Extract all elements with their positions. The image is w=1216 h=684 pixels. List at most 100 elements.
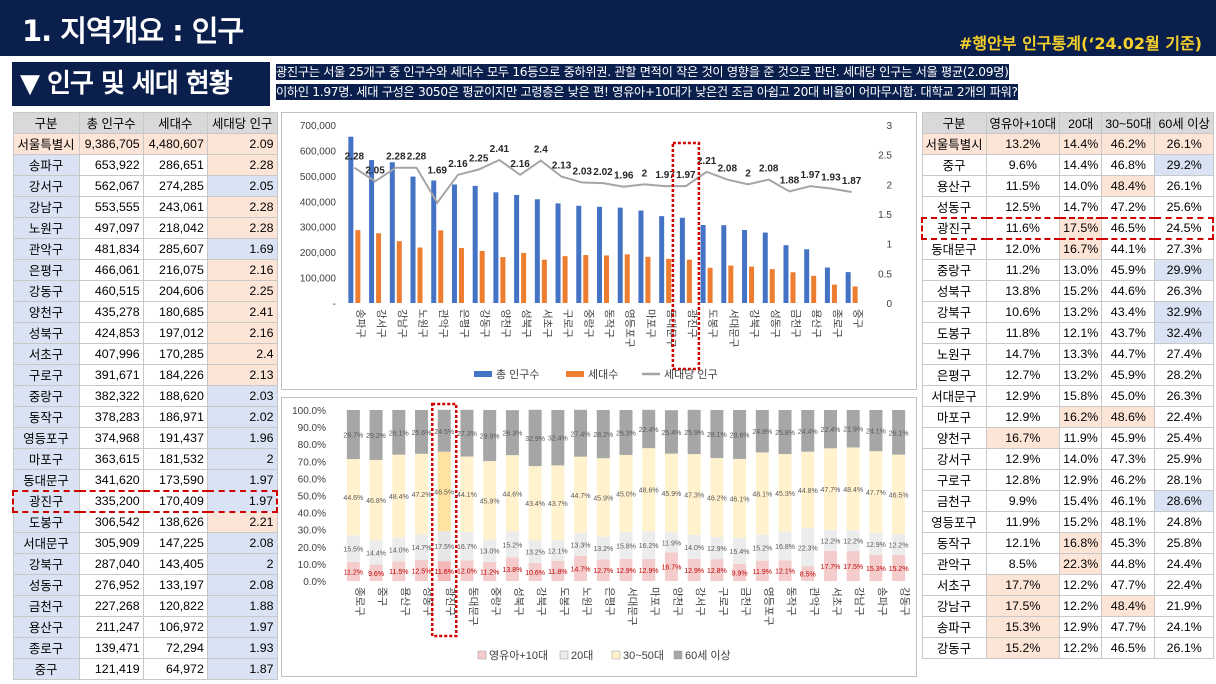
cell-value: 15.2% — [1059, 280, 1103, 302]
population-chart-panel: - 100,000 200,000 300,000 400,000 500,000 600,… — [281, 112, 917, 390]
data-label: 12.9% — [707, 546, 727, 553]
bar-households — [500, 257, 506, 303]
data-label: 11.9% — [753, 569, 772, 576]
data-label: 47.2% — [412, 492, 432, 499]
cell-value: 11.6% — [985, 216, 1061, 240]
district-name: 마포구 — [12, 448, 80, 470]
legend-label: 60세 이상 — [685, 649, 731, 662]
table-row: 노원구 14.7% 13.3% 44.7% 27.4% — [921, 343, 1214, 365]
district-name: 중랑구 — [921, 259, 987, 281]
cell-value: 17.5% — [985, 595, 1061, 617]
population-col-header: 세대당 인구 — [206, 112, 278, 134]
cell-value: 216,075 — [142, 259, 208, 281]
data-label: 12.2% — [889, 543, 909, 550]
data-label: 15.5% — [343, 547, 363, 554]
cell-value: 227,268 — [78, 595, 144, 617]
bar-segment — [642, 409, 656, 449]
table-row: 은평구 466,061 216,075 2.16 — [12, 259, 278, 281]
data-label: 1.88 — [780, 175, 800, 186]
data-label: 12.9% — [616, 568, 636, 575]
bar-segment — [846, 410, 860, 448]
data-label: 1.97 — [655, 170, 675, 181]
bar-population — [514, 194, 520, 303]
bar-segment — [619, 531, 633, 559]
cell-value: 12.9% — [985, 385, 1061, 407]
cell-value: 12.1% — [1059, 322, 1103, 344]
x-tick-label: 광진구 — [686, 309, 698, 338]
data-label: 10.6% — [525, 570, 545, 577]
cell-value: 32.4% — [1154, 322, 1214, 344]
data-label: 48.4% — [843, 487, 863, 494]
cell-value: 15.2% — [1059, 511, 1103, 533]
x-tick-label: 동작구 — [603, 309, 615, 338]
cell-value: 12.8% — [985, 469, 1061, 491]
bar-population — [534, 199, 540, 303]
cell-value: 276,952 — [78, 574, 144, 596]
district-name: 강북구 — [921, 301, 987, 323]
cell-value: 218,042 — [142, 217, 208, 239]
bar-segment — [869, 532, 883, 555]
cell-value: 2.16 — [206, 259, 278, 281]
data-label: 12.9% — [684, 568, 704, 575]
bar-segment — [392, 410, 406, 455]
bar-segment — [892, 534, 906, 556]
table-row: 중구 9.6% 14.4% 46.8% 29.2% — [921, 154, 1214, 176]
bar-segment — [596, 536, 610, 560]
district-name: 관악구 — [12, 238, 80, 260]
table-row: 송파구 653,922 286,651 2.28 — [12, 154, 278, 176]
cell-value: 2.09 — [206, 133, 278, 155]
cell-value: 44.1% — [1101, 238, 1156, 260]
bar-segment — [642, 531, 656, 559]
bar-households — [541, 259, 547, 303]
bar-population — [493, 192, 499, 303]
district-name: 동작구 — [12, 406, 80, 428]
cell-value: 16.2% — [1059, 406, 1103, 428]
bar-segment — [369, 410, 383, 460]
cell-value: 285,607 — [142, 238, 208, 260]
cell-value: 1.88 — [206, 595, 278, 617]
bar-population — [348, 136, 354, 303]
data-label: 48.1% — [752, 492, 772, 499]
data-label: 13.0% — [480, 549, 500, 556]
cell-value: 143,405 — [142, 553, 208, 575]
bar-households — [728, 265, 734, 303]
data-label: 2 — [642, 168, 648, 179]
x-tick-label: 강동구 — [899, 587, 911, 616]
cell-value: 24.4% — [1154, 553, 1214, 575]
data-label: 15.3% — [866, 566, 886, 573]
data-label: 17.7% — [821, 564, 841, 571]
data-label: 12.1% — [775, 569, 795, 576]
data-label: 32.9% — [525, 436, 545, 443]
cell-value: 13.8% — [985, 280, 1061, 302]
bar-segment — [596, 559, 610, 581]
cell-value: 22.3% — [1059, 553, 1103, 575]
cell-value: 45.0% — [1101, 385, 1156, 407]
cell-value: 14.7% — [1059, 196, 1103, 218]
bar-segment — [869, 554, 883, 581]
bar-segment — [642, 558, 656, 581]
district-name: 용산구 — [12, 616, 80, 638]
cell-value: 15.3% — [985, 616, 1061, 638]
cell-value: 2.41 — [206, 301, 278, 323]
x-tick-label: 은평구 — [458, 309, 470, 338]
bar-segment — [505, 455, 519, 532]
district-name: 송파구 — [921, 616, 987, 638]
data-label: 14.7% — [571, 566, 591, 573]
table-row: 동작구 12.1% 16.8% 45.3% 25.8% — [921, 532, 1214, 554]
cell-value: 173,590 — [142, 469, 208, 491]
district-name: 관악구 — [921, 553, 987, 575]
district-name: 성북구 — [12, 322, 80, 344]
cell-value: 15.8% — [1059, 385, 1103, 407]
table-row: 강서구 562,067 274,285 2.05 — [12, 175, 278, 197]
bar-population — [369, 160, 375, 303]
cell-value: 48.4% — [1101, 595, 1156, 617]
bar-households — [355, 230, 361, 303]
data-label: 25.6% — [412, 430, 432, 437]
cell-value: 25.9% — [1154, 448, 1214, 470]
cell-value: 45.9% — [1101, 364, 1156, 386]
cell-value: 188,620 — [142, 385, 208, 407]
district-name: 강북구 — [12, 553, 80, 575]
table-row: 성동구 12.5% 14.7% 47.2% 25.6% — [921, 196, 1214, 218]
cell-value: 12.0% — [985, 238, 1061, 260]
page-title: 1. 지역개요 : 인구 — [22, 14, 244, 48]
